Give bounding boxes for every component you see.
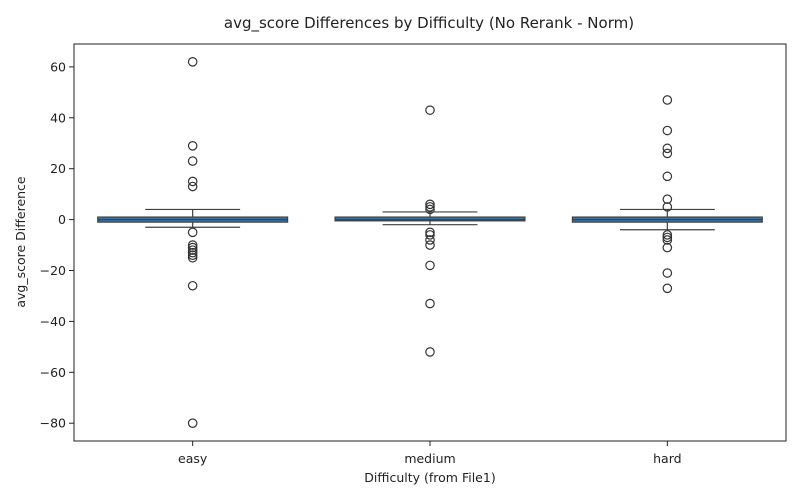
outlier-point: [187, 252, 198, 263]
outlier-point: [425, 347, 435, 357]
x-axis-label: Difficulty (from File1): [364, 470, 495, 485]
outlier-point: [662, 202, 673, 212]
outlier-point: [425, 227, 435, 238]
outlier-point: [425, 298, 435, 309]
outlier-point: [662, 235, 673, 245]
y-tick-label: −60: [40, 365, 66, 380]
y-tick-label: 40: [50, 110, 66, 125]
outlier-point: [425, 105, 435, 115]
box-easy: [97, 57, 289, 428]
outlier-point: [187, 156, 198, 166]
outlier-point: [187, 57, 198, 67]
outlier-point: [662, 148, 673, 159]
box-medium: [334, 105, 526, 357]
y-tick-label: 0: [58, 212, 66, 227]
y-axis-label: avg_score Difference: [13, 176, 28, 308]
outlier-point: [425, 204, 435, 215]
outlier-point: [662, 242, 673, 253]
outlier-point: [187, 181, 198, 192]
plot-area: [97, 57, 763, 428]
outlier-point: [187, 247, 198, 258]
outlier-point: [662, 171, 673, 182]
y-tick-label: −40: [40, 314, 66, 329]
outlier-point: [425, 230, 435, 240]
y-tick-label: −20: [40, 263, 66, 278]
y-axis: 60 40 20 0 −20 −40 −60 −80: [40, 59, 74, 431]
outlier-point: [425, 235, 435, 245]
outlier-point: [187, 418, 198, 428]
outlier-point: [425, 240, 435, 250]
outlier-point: [662, 232, 673, 243]
outlier-point: [662, 230, 673, 240]
outlier-point: [187, 227, 198, 238]
y-tick-label: 60: [50, 59, 66, 74]
outlier-point: [187, 245, 198, 255]
outlier-point: [187, 240, 198, 250]
outlier-point: [187, 280, 198, 291]
outlier-point: [187, 250, 198, 261]
outlier-point: [662, 143, 673, 154]
outlier-point: [662, 95, 673, 105]
x-axis: easy medium hard: [178, 441, 682, 466]
outlier-point: [425, 202, 435, 212]
outlier-point: [662, 194, 673, 205]
box-hard: [571, 95, 763, 294]
outlier-point: [662, 283, 673, 294]
outlier-point: [425, 260, 435, 271]
y-tick-label: 20: [50, 161, 66, 176]
outlier-point: [425, 199, 435, 210]
plot-frame: [73, 43, 787, 442]
box-iqr: [334, 216, 526, 222]
outlier-point: [187, 140, 198, 151]
outlier-point: [662, 125, 673, 136]
chart-title: avg_score Differences by Difficulty (No …: [224, 14, 634, 33]
outlier-point: [187, 242, 198, 253]
x-tick-label: hard: [653, 451, 681, 466]
x-tick-label: easy: [178, 451, 208, 466]
y-tick-label: −80: [40, 416, 66, 431]
outlier-point: [662, 268, 673, 278]
outlier-point: [187, 176, 198, 187]
x-tick-label: medium: [404, 451, 455, 466]
